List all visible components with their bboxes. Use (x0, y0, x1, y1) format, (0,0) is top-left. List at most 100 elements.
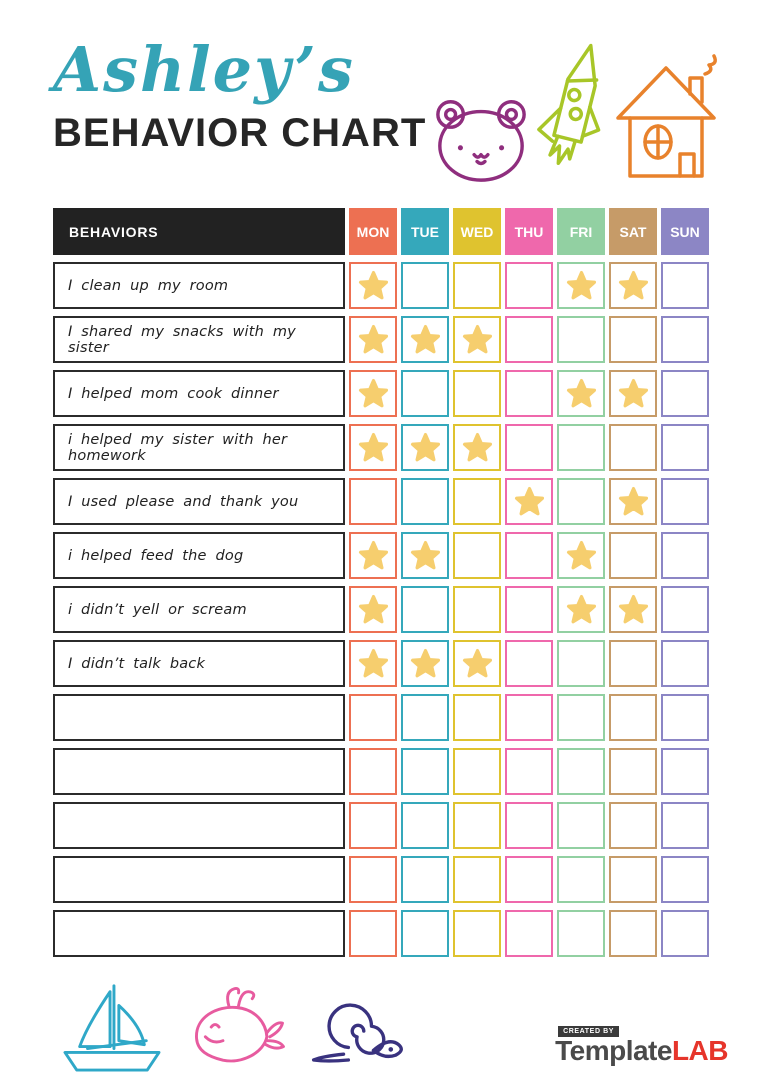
star-cell-wed[interactable] (453, 316, 501, 363)
star-cell-mon[interactable] (349, 856, 397, 903)
day-header-tue: TUE (401, 208, 449, 255)
star-cell-fri[interactable] (557, 478, 605, 525)
star-cell-wed[interactable] (453, 262, 501, 309)
table-row: I didn’t talk back (53, 640, 715, 687)
star-cell-tue[interactable] (401, 478, 449, 525)
behavior-label (53, 856, 345, 903)
star-cell-thu[interactable] (505, 586, 553, 633)
star-cell-thu[interactable] (505, 532, 553, 579)
star-cell-tue[interactable] (401, 910, 449, 957)
star-cell-wed[interactable] (453, 802, 501, 849)
star-cell-sun[interactable] (661, 424, 709, 471)
star-cell-fri[interactable] (557, 802, 605, 849)
star-cell-wed[interactable] (453, 478, 501, 525)
star-cell-tue[interactable] (401, 856, 449, 903)
star-cell-thu[interactable] (505, 316, 553, 363)
star-cell-mon[interactable] (349, 370, 397, 417)
star-cell-wed[interactable] (453, 748, 501, 795)
star-cell-wed[interactable] (453, 694, 501, 741)
star-cell-tue[interactable] (401, 370, 449, 417)
star-cell-sun[interactable] (661, 694, 709, 741)
star-cell-sat[interactable] (609, 586, 657, 633)
star-cell-fri[interactable] (557, 640, 605, 687)
star-cell-fri[interactable] (557, 856, 605, 903)
star-cell-sat[interactable] (609, 532, 657, 579)
star-cell-tue[interactable] (401, 802, 449, 849)
star-cell-sun[interactable] (661, 478, 709, 525)
star-icon (566, 594, 596, 624)
star-cell-wed[interactable] (453, 532, 501, 579)
star-cell-fri[interactable] (557, 370, 605, 417)
star-cell-wed[interactable] (453, 910, 501, 957)
star-cell-tue[interactable] (401, 694, 449, 741)
star-cell-sat[interactable] (609, 748, 657, 795)
star-cell-thu[interactable] (505, 856, 553, 903)
star-cell-sat[interactable] (609, 856, 657, 903)
star-cell-sat[interactable] (609, 478, 657, 525)
star-cell-mon[interactable] (349, 694, 397, 741)
star-cell-mon[interactable] (349, 802, 397, 849)
star-cell-mon[interactable] (349, 262, 397, 309)
star-cell-sat[interactable] (609, 640, 657, 687)
star-cell-fri[interactable] (557, 586, 605, 633)
star-cell-tue[interactable] (401, 586, 449, 633)
star-cell-thu[interactable] (505, 694, 553, 741)
star-cell-fri[interactable] (557, 262, 605, 309)
star-cell-thu[interactable] (505, 262, 553, 309)
star-cell-sun[interactable] (661, 316, 709, 363)
star-cell-tue[interactable] (401, 316, 449, 363)
star-cell-sun[interactable] (661, 802, 709, 849)
bear-icon (436, 100, 526, 182)
star-cell-sun[interactable] (661, 586, 709, 633)
star-cell-sat[interactable] (609, 802, 657, 849)
star-cell-fri[interactable] (557, 694, 605, 741)
star-cell-fri[interactable] (557, 748, 605, 795)
star-cell-wed[interactable] (453, 856, 501, 903)
star-cell-fri[interactable] (557, 532, 605, 579)
star-cell-thu[interactable] (505, 748, 553, 795)
star-cell-sun[interactable] (661, 262, 709, 309)
star-cell-tue[interactable] (401, 424, 449, 471)
star-cell-thu[interactable] (505, 910, 553, 957)
star-cell-mon[interactable] (349, 910, 397, 957)
star-cell-sun[interactable] (661, 532, 709, 579)
star-cell-sun[interactable] (661, 910, 709, 957)
star-cell-fri[interactable] (557, 910, 605, 957)
star-cell-sat[interactable] (609, 910, 657, 957)
star-cell-tue[interactable] (401, 748, 449, 795)
star-cell-sat[interactable] (609, 316, 657, 363)
star-cell-mon[interactable] (349, 424, 397, 471)
star-cell-mon[interactable] (349, 640, 397, 687)
star-cell-fri[interactable] (557, 316, 605, 363)
star-cell-sun[interactable] (661, 370, 709, 417)
star-cell-wed[interactable] (453, 640, 501, 687)
star-cell-thu[interactable] (505, 370, 553, 417)
star-cell-tue[interactable] (401, 262, 449, 309)
star-icon (566, 378, 596, 408)
star-cell-fri[interactable] (557, 424, 605, 471)
star-cell-wed[interactable] (453, 586, 501, 633)
star-cell-sun[interactable] (661, 748, 709, 795)
star-cell-sat[interactable] (609, 694, 657, 741)
star-cell-mon[interactable] (349, 586, 397, 633)
star-cell-sat[interactable] (609, 262, 657, 309)
star-cell-sat[interactable] (609, 424, 657, 471)
star-cell-thu[interactable] (505, 478, 553, 525)
star-cell-mon[interactable] (349, 478, 397, 525)
brand-wordmark: TemplateLAB (555, 1037, 728, 1065)
star-cell-mon[interactable] (349, 748, 397, 795)
star-cell-sun[interactable] (661, 640, 709, 687)
star-cell-tue[interactable] (401, 640, 449, 687)
star-icon (462, 324, 492, 354)
star-cell-wed[interactable] (453, 424, 501, 471)
star-cell-mon[interactable] (349, 316, 397, 363)
star-cell-thu[interactable] (505, 802, 553, 849)
star-cell-sat[interactable] (609, 370, 657, 417)
star-cell-wed[interactable] (453, 370, 501, 417)
star-cell-mon[interactable] (349, 532, 397, 579)
star-cell-sun[interactable] (661, 856, 709, 903)
star-cell-thu[interactable] (505, 640, 553, 687)
star-cell-tue[interactable] (401, 532, 449, 579)
table-row: i helped feed the dog (53, 532, 715, 579)
star-cell-thu[interactable] (505, 424, 553, 471)
